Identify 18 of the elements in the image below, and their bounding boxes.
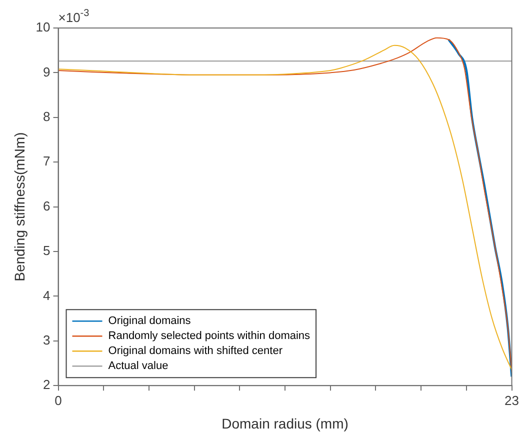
y-tick-label: 2 [43, 377, 50, 392]
y-axis-title: Bending stiffness(mNm) [11, 132, 28, 282]
legend-label: Actual value [108, 360, 168, 372]
y-tick-label: 10 [36, 20, 50, 35]
y-tick-label: 6 [43, 198, 50, 214]
legend-label: Original domains [108, 315, 192, 328]
y-tick-label: 3 [43, 332, 50, 348]
x-tick-label: 23 [504, 392, 520, 408]
y-tick-label: 8 [43, 108, 50, 124]
y-tick-label: 5 [43, 243, 50, 258]
y-tick-label: 4 [43, 288, 50, 303]
legend-label: Original domains with shifted center [108, 345, 283, 358]
y-tick-label: 7 [43, 154, 50, 169]
x-axis-title: Domain radius (mm) [222, 415, 348, 432]
line-series [448, 38, 512, 378]
y-tick-label: 9 [43, 64, 50, 80]
x-tick-label: 0 [54, 392, 62, 408]
legend-label: Randomly selected points within domains [108, 330, 311, 342]
